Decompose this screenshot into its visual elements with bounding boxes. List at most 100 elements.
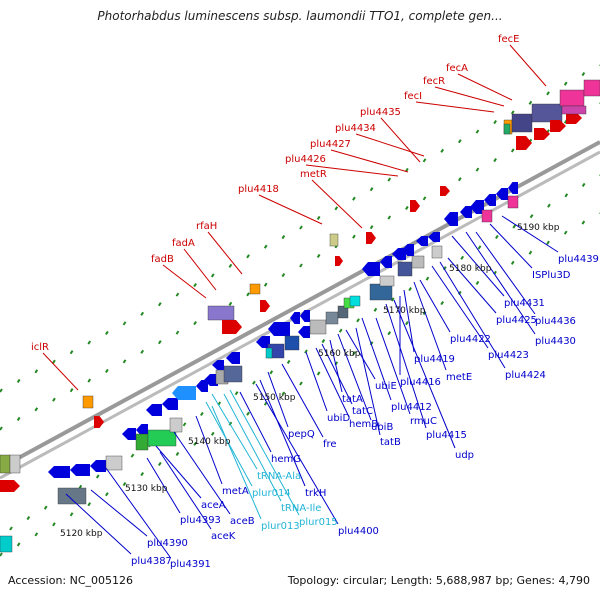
gene-feature[interactable] (57, 487, 87, 505)
lower-gene-label[interactable]: udp (455, 450, 474, 461)
gene-feature[interactable] (349, 295, 361, 307)
gene-feature[interactable] (508, 182, 518, 194)
lower-gene-label[interactable]: tatA (342, 394, 363, 405)
gene-feature[interactable] (169, 417, 183, 433)
gene-feature[interactable] (416, 236, 428, 246)
lower-gene-label[interactable]: plu4391 (170, 559, 211, 570)
gene-feature[interactable] (226, 352, 240, 364)
lower-gene-label[interactable]: plu4387 (131, 556, 172, 567)
gene-feature[interactable] (0, 480, 20, 492)
upper-gene-label[interactable]: plu4418 (238, 184, 279, 195)
lower-gene-label[interactable]: aceK (211, 531, 236, 542)
gene-feature[interactable] (70, 464, 90, 476)
gene-feature[interactable] (309, 319, 327, 335)
gene-feature[interactable] (534, 128, 550, 140)
gene-feature[interactable] (260, 300, 270, 312)
lower-gene-label[interactable]: hemG (271, 454, 301, 465)
lower-gene-label[interactable]: plu4436 (535, 316, 576, 327)
gene-feature[interactable] (440, 186, 450, 196)
gene-feature[interactable] (48, 466, 70, 478)
gene-feature[interactable] (380, 256, 392, 268)
gene-feature[interactable] (284, 335, 300, 351)
gene-feature[interactable] (207, 305, 235, 321)
gene-feature[interactable] (212, 360, 224, 370)
gene-feature[interactable] (503, 123, 511, 135)
gene-feature[interactable] (172, 386, 196, 400)
gene-feature[interactable] (496, 188, 508, 200)
lower-gene-label[interactable]: rmuC (410, 416, 437, 427)
gene-feature[interactable] (362, 262, 380, 276)
gene-feature[interactable] (428, 232, 440, 242)
lower-gene-label[interactable]: plu4422 (450, 334, 491, 345)
gene-feature[interactable] (583, 79, 600, 97)
lower-gene-label[interactable]: hemB (349, 419, 378, 430)
rna-gene-label[interactable]: plur015 (299, 517, 338, 528)
upper-gene-label[interactable]: fecR (423, 76, 445, 87)
gene-feature[interactable] (256, 336, 270, 348)
gene-feature[interactable] (249, 283, 261, 295)
gene-feature[interactable] (146, 404, 162, 416)
lower-gene-label[interactable]: plu4400 (338, 526, 379, 537)
gene-feature[interactable] (410, 200, 420, 212)
rna-gene-label[interactable]: plur013 (261, 521, 300, 532)
gene-feature[interactable] (559, 89, 585, 107)
upper-gene-label[interactable]: fecA (446, 63, 468, 74)
gene-feature[interactable] (379, 275, 395, 287)
gene-feature[interactable] (222, 320, 242, 334)
gene-feature[interactable] (566, 112, 582, 124)
upper-gene-label[interactable]: plu4427 (310, 139, 351, 150)
lower-gene-label[interactable]: trkH (305, 488, 326, 499)
gene-feature[interactable] (561, 105, 587, 115)
gene-feature[interactable] (484, 194, 496, 206)
lower-gene-label[interactable]: aceB (230, 516, 255, 527)
gene-feature[interactable] (335, 256, 343, 266)
gene-feature[interactable] (444, 212, 458, 226)
upper-gene-label[interactable]: fecE (498, 34, 520, 45)
lower-gene-label[interactable]: tatB (380, 437, 401, 448)
lower-gene-label[interactable]: plu4416 (400, 377, 441, 388)
gene-feature[interactable] (90, 460, 106, 472)
lower-gene-label[interactable]: ubiB (371, 422, 393, 433)
gene-feature[interactable] (298, 326, 310, 338)
lower-gene-label[interactable]: plu4415 (426, 430, 467, 441)
lower-gene-label[interactable]: metA (222, 486, 249, 497)
upper-gene-label[interactable]: plu4434 (335, 123, 376, 134)
gene-feature[interactable] (397, 261, 413, 277)
lower-gene-label[interactable]: plu4424 (505, 370, 546, 381)
lower-gene-label[interactable]: plu4393 (180, 515, 221, 526)
lower-gene-label[interactable]: fre (323, 439, 337, 450)
gene-feature[interactable] (122, 428, 136, 440)
gene-feature[interactable] (411, 255, 425, 269)
gene-feature[interactable] (550, 120, 566, 132)
gene-feature[interactable] (481, 209, 493, 223)
upper-gene-label[interactable]: fadB (151, 254, 174, 265)
gene-feature[interactable] (507, 195, 519, 209)
rna-gene-label[interactable]: plur014 (252, 488, 291, 499)
gene-feature[interactable] (136, 424, 148, 436)
gene-feature[interactable] (105, 455, 123, 471)
upper-gene-label[interactable]: rfaH (196, 221, 217, 232)
upper-gene-label[interactable]: iclR (31, 342, 49, 353)
lower-gene-label[interactable]: metE (446, 372, 472, 383)
lower-gene-label[interactable]: aceA (201, 500, 226, 511)
gene-feature[interactable] (0, 535, 13, 553)
gene-feature[interactable] (94, 416, 104, 428)
gene-feature[interactable] (325, 311, 339, 325)
rna-gene-label[interactable]: tRNA-Ala (257, 471, 301, 482)
gene-feature[interactable] (431, 245, 443, 259)
gene-feature[interactable] (268, 322, 290, 336)
upper-gene-label[interactable]: metR (300, 169, 327, 180)
gene-feature[interactable] (135, 433, 149, 451)
lower-gene-label[interactable]: plu4430 (535, 336, 576, 347)
lower-gene-label[interactable]: ubiE (375, 381, 397, 392)
lower-gene-label[interactable]: plu4390 (147, 538, 188, 549)
gene-feature[interactable] (147, 429, 177, 447)
gene-feature[interactable] (162, 398, 178, 410)
gene-feature[interactable] (196, 380, 208, 392)
gene-feature[interactable] (9, 454, 21, 474)
lower-gene-label[interactable]: ISPlu3D (532, 270, 571, 281)
gene-feature[interactable] (470, 200, 484, 214)
gene-feature[interactable] (265, 347, 273, 359)
gene-feature[interactable] (369, 283, 393, 301)
gene-feature[interactable] (223, 365, 243, 383)
